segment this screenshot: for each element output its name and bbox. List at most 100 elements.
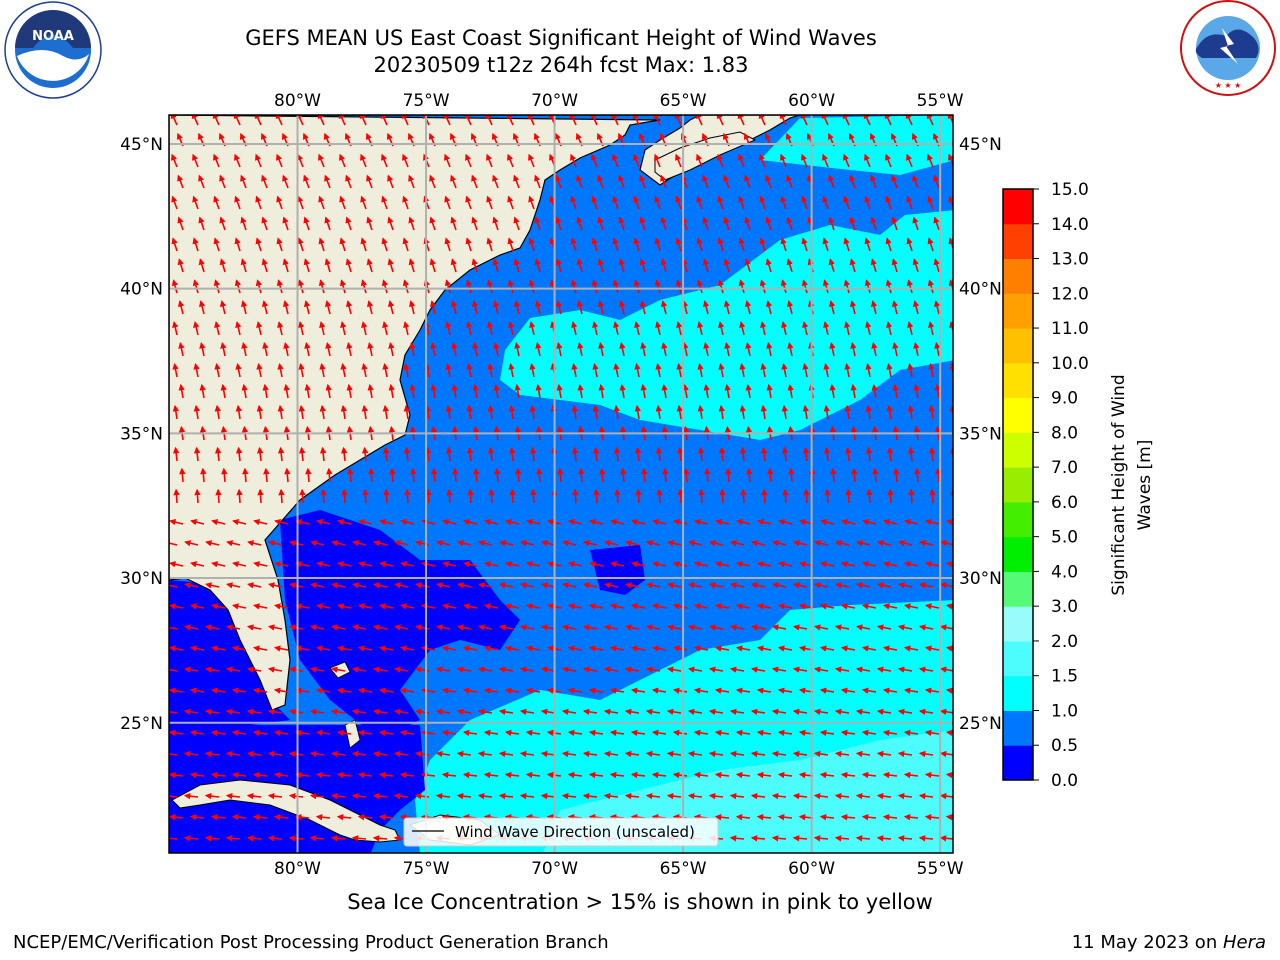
wave-direction-arrow — [729, 666, 745, 673]
wave-direction-arrow — [681, 300, 689, 315]
wave-direction-arrow — [485, 859, 498, 860]
colorbar-segment — [1003, 745, 1033, 781]
wave-direction-arrow — [814, 582, 829, 589]
wave-direction-arrow — [444, 237, 451, 252]
wave-direction-arrow — [267, 624, 283, 631]
wave-direction-arrow — [529, 446, 537, 462]
wave-direction-arrow — [318, 279, 325, 294]
wave-direction-arrow — [891, 258, 898, 273]
wave-direction-arrow — [316, 561, 331, 568]
wave-direction-arrow — [319, 321, 326, 336]
wave-direction-arrow — [841, 518, 856, 526]
wave-direction-arrow — [408, 300, 416, 315]
wave-direction-arrow — [631, 561, 646, 568]
wave-direction-arrow — [508, 321, 515, 336]
wave-direction-arrow — [696, 195, 703, 210]
wave-direction-arrow — [561, 666, 577, 673]
wave-direction-arrow — [318, 153, 325, 168]
wave-direction-arrow — [828, 258, 835, 273]
wave-direction-arrow — [254, 859, 267, 860]
wave-direction-arrow — [913, 342, 920, 357]
wave-direction-arrow — [694, 561, 709, 568]
wave-direction-arrow — [446, 488, 453, 504]
wave-direction-arrow — [760, 321, 767, 336]
wave-direction-arrow — [361, 446, 369, 462]
wave-direction-arrow — [246, 624, 262, 631]
wave-direction-arrow — [252, 645, 268, 652]
wave-direction-arrow — [528, 195, 535, 210]
wave-direction-arrow — [324, 216, 331, 231]
wave-direction-arrow — [823, 362, 830, 378]
wave-direction-arrow — [892, 383, 899, 399]
wave-direction-arrow — [366, 300, 374, 315]
wave-direction-arrow — [708, 708, 724, 715]
wave-direction-arrow — [682, 342, 689, 357]
wave-direction-arrow — [845, 488, 852, 504]
caption: Sea Ice Concentration > 15% is shown in … — [0, 890, 1280, 914]
wave-direction-arrow — [603, 708, 619, 715]
wave-direction-arrow — [213, 153, 220, 168]
wave-direction-arrow — [247, 582, 262, 589]
wave-direction-arrow — [687, 708, 703, 715]
colorbar-tick-label: 10.0 — [1051, 354, 1089, 374]
wave-direction-arrow — [262, 342, 269, 357]
wave-direction-arrow — [541, 582, 556, 589]
wave-direction-arrow — [934, 342, 941, 357]
lon-tick-label: 75°W — [403, 91, 450, 111]
wave-direction-arrow — [198, 258, 205, 273]
wave-direction-arrow — [572, 488, 579, 504]
wave-direction-arrow — [843, 153, 850, 168]
wave-direction-arrow — [199, 342, 206, 357]
wave-direction-arrow — [513, 300, 521, 315]
wave-direction-arrow — [864, 153, 871, 168]
wave-direction-arrow — [820, 561, 835, 568]
wave-direction-arrow — [508, 404, 515, 420]
wave-direction-arrow — [682, 383, 689, 399]
wave-direction-arrow — [172, 446, 180, 462]
wave-direction-arrow — [610, 561, 625, 568]
wave-direction-arrow — [408, 216, 415, 231]
wave-direction-arrow — [612, 153, 619, 168]
wave-direction-arrow — [282, 258, 289, 273]
wave-direction-arrow — [792, 624, 808, 631]
wave-direction-arrow — [613, 446, 621, 462]
wave-direction-arrow — [945, 687, 953, 694]
wave-direction-arrow — [765, 258, 772, 273]
wave-direction-arrow — [822, 279, 829, 294]
wave-direction-arrow — [492, 216, 499, 231]
wave-direction-arrow — [499, 582, 514, 589]
colorbar-tick-label: 2.0 — [1051, 632, 1078, 652]
wave-direction-arrow — [273, 645, 289, 652]
wave-direction-arrow — [645, 624, 661, 631]
wave-direction-arrow — [640, 383, 647, 399]
wave-direction-arrow — [933, 258, 940, 273]
wave-direction-arrow — [624, 666, 640, 673]
wave-direction-arrow — [561, 624, 577, 631]
wave-direction-arrow — [520, 540, 535, 547]
wave-direction-arrow — [813, 666, 829, 673]
wave-direction-arrow — [487, 404, 494, 420]
wave-direction-arrow — [788, 467, 795, 483]
wave-direction-arrow — [316, 603, 331, 610]
wave-direction-arrow — [771, 708, 787, 715]
wave-direction-arrow — [487, 446, 495, 462]
wave-direction-arrow — [912, 300, 920, 315]
wave-direction-arrow — [557, 467, 564, 483]
wave-direction-arrow — [589, 518, 604, 526]
wave-direction-arrow — [212, 859, 225, 860]
wave-direction-arrow — [441, 687, 457, 694]
wave-direction-arrow — [298, 404, 305, 420]
wave-direction-arrow — [863, 859, 876, 860]
wave-direction-arrow — [241, 383, 248, 399]
wave-direction-arrow — [372, 666, 388, 673]
lat-tick-label: 45°N — [120, 135, 163, 155]
wave-direction-arrow — [529, 404, 536, 420]
wave-direction-arrow — [403, 321, 410, 336]
wave-direction-arrow — [172, 362, 179, 378]
wave-direction-arrow — [534, 258, 541, 273]
wave-direction-arrow — [756, 687, 772, 694]
wave-direction-arrow — [782, 488, 789, 504]
wave-direction-arrow — [528, 279, 535, 294]
wave-direction-arrow — [403, 446, 411, 462]
wave-direction-arrow — [778, 518, 793, 526]
